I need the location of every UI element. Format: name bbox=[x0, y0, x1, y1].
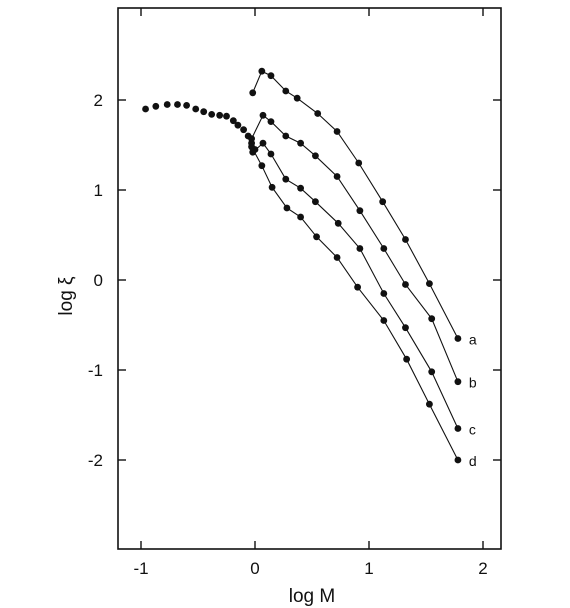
series-a-point bbox=[258, 67, 266, 75]
series-c-point bbox=[249, 148, 257, 156]
series-b-point bbox=[454, 378, 462, 386]
series-a-point bbox=[249, 89, 257, 97]
series-a-point bbox=[314, 110, 322, 117]
series-d-point bbox=[426, 400, 433, 408]
series-c-point bbox=[312, 198, 319, 206]
curve-label-a: a bbox=[469, 332, 477, 348]
series-b-point bbox=[312, 152, 319, 160]
series-b-point bbox=[297, 139, 304, 147]
x-axis-label: log M bbox=[289, 586, 335, 607]
series-unlabeled-point bbox=[216, 111, 224, 119]
series-b-point bbox=[333, 173, 341, 180]
series-unlabeled-point bbox=[183, 102, 191, 109]
series-d-point bbox=[454, 456, 462, 464]
series-labels: a b cd bbox=[469, 332, 477, 470]
curve-label-b: b bbox=[469, 375, 477, 391]
series-d-point bbox=[248, 143, 255, 151]
series-points bbox=[142, 67, 462, 464]
series-b-point bbox=[356, 207, 364, 215]
series-unlabeled-point bbox=[174, 101, 181, 108]
series-b-point bbox=[259, 111, 267, 119]
series-unlabeled-point bbox=[208, 111, 216, 118]
series-unlabeled-point bbox=[152, 102, 160, 110]
y-tick-label: 1 bbox=[94, 181, 103, 200]
y-tick-label: -1 bbox=[88, 361, 103, 380]
series-b-point bbox=[282, 132, 290, 140]
series-d-line bbox=[251, 146, 459, 461]
series-a-point bbox=[333, 128, 341, 135]
series-unlabeled-point bbox=[234, 121, 242, 129]
series-b-line bbox=[251, 114, 459, 382]
series-b-point bbox=[428, 315, 436, 323]
series-d-point bbox=[268, 183, 276, 191]
series-c-point bbox=[267, 150, 275, 158]
series-c-point bbox=[259, 139, 267, 147]
series-lines bbox=[251, 70, 459, 461]
series-a-point bbox=[293, 94, 301, 102]
series-b-point bbox=[267, 118, 275, 125]
series-d-point bbox=[283, 204, 291, 212]
series-a-point bbox=[379, 198, 387, 206]
series-unlabeled-point bbox=[192, 105, 200, 113]
series-a-point bbox=[282, 87, 290, 95]
x-tick-label: 1 bbox=[364, 559, 373, 578]
series-unlabeled-point bbox=[200, 108, 208, 116]
curve-label-d: d bbox=[469, 453, 477, 469]
series-a-point bbox=[267, 72, 275, 80]
series-unlabeled-point bbox=[142, 105, 149, 113]
series-c-point bbox=[282, 175, 290, 183]
x-tick-label: 2 bbox=[478, 559, 487, 578]
series-a-point bbox=[355, 159, 363, 167]
x-tick-label: -1 bbox=[133, 559, 148, 578]
series-unlabeled-point bbox=[163, 101, 171, 108]
y-tick-label: 0 bbox=[94, 271, 103, 290]
curve-label-c: c bbox=[469, 422, 476, 438]
series-a-line bbox=[252, 70, 459, 339]
series-d-point bbox=[380, 317, 388, 324]
series-c-point bbox=[356, 245, 364, 252]
series-c-point bbox=[402, 324, 409, 332]
series-d-point bbox=[258, 162, 266, 170]
series-d-point bbox=[354, 283, 361, 291]
series-d-point bbox=[313, 233, 320, 241]
plot-frame bbox=[117, 7, 502, 550]
series-c-point bbox=[334, 219, 342, 227]
y-axis-label: log ξ bbox=[56, 276, 77, 316]
series-c-point bbox=[454, 425, 462, 432]
series-b-point bbox=[248, 135, 255, 143]
x-tick-label: 0 bbox=[250, 559, 259, 578]
series-d-point bbox=[297, 213, 304, 221]
y-tick-label: -2 bbox=[88, 451, 103, 470]
series-unlabeled-point bbox=[229, 117, 237, 125]
series-unlabeled-point bbox=[223, 112, 230, 120]
axis-tick-labels: -1 0 1 2 -2 -1 0 1 2 bbox=[88, 91, 488, 578]
series-a-point bbox=[454, 335, 462, 342]
series-a-point bbox=[402, 236, 409, 243]
series-b-point bbox=[402, 281, 409, 288]
series-a-point bbox=[426, 280, 433, 287]
series-c-point bbox=[297, 184, 304, 192]
series-b-point bbox=[380, 245, 388, 252]
y-tick-label: 2 bbox=[94, 91, 103, 110]
series-unlabeled-point bbox=[240, 126, 248, 134]
series-c-point bbox=[380, 290, 388, 297]
axis-ticks bbox=[118, 8, 501, 549]
series-c-point bbox=[428, 368, 436, 376]
series-d-point bbox=[403, 355, 411, 363]
series-d-point bbox=[333, 254, 341, 261]
